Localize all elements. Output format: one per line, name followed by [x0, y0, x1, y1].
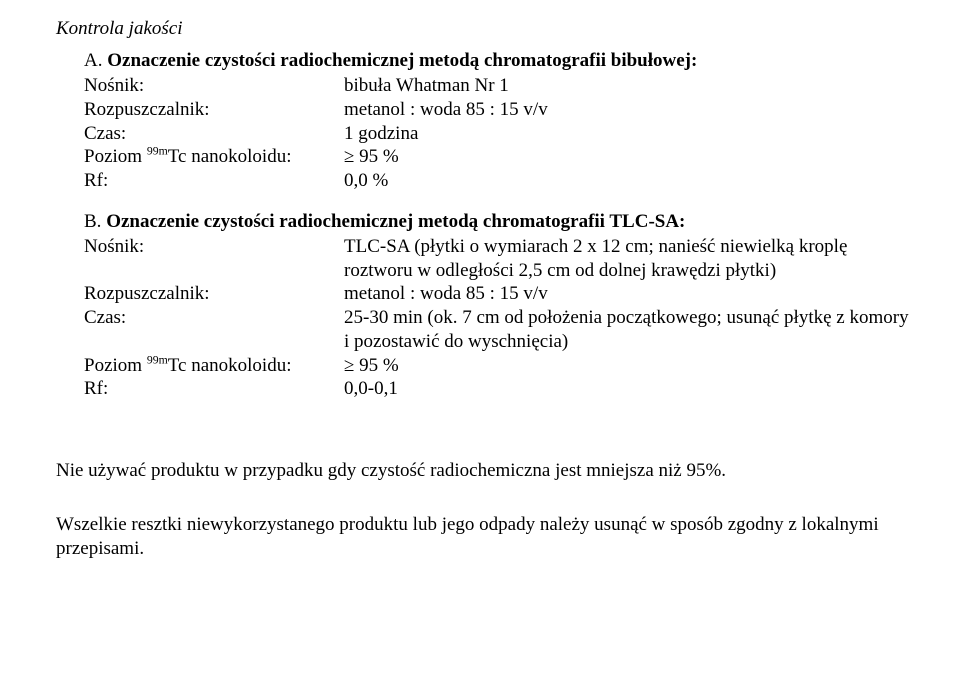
section-a-prefix: A. — [84, 50, 107, 71]
b-time-value: 25-30 min (ok. 7 cm od położenia początk… — [344, 306, 916, 354]
b-row-time: Czas: 25-30 min (ok. 7 cm od położenia p… — [84, 306, 916, 354]
section-b: B. Oznaczenie czystości radiochemicznej … — [84, 211, 916, 401]
page-title: Kontrola jakości — [56, 18, 916, 40]
a-row-solvent: Rozpuszczalnik: metanol : woda 85 : 15 v… — [84, 98, 916, 122]
b-level-sup: 99m — [147, 353, 168, 366]
a-carrier-label: Nośnik: — [84, 74, 344, 98]
b-level-post: Tc nanokoloidu: — [168, 355, 292, 376]
a-solvent-value: metanol : woda 85 : 15 v/v — [344, 98, 916, 122]
b-row-solvent: Rozpuszczalnik: metanol : woda 85 : 15 v… — [84, 282, 916, 306]
a-carrier-value: bibuła Whatman Nr 1 — [344, 74, 916, 98]
b-solvent-label: Rozpuszczalnik: — [84, 282, 344, 306]
section-b-prefix: B. — [84, 211, 106, 232]
section-b-heading: B. Oznaczenie czystości radiochemicznej … — [84, 211, 916, 233]
a-row-level: Poziom 99mTc nanokoloidu: ≥ 95 % — [84, 145, 916, 169]
b-rf-label: Rf: — [84, 377, 344, 401]
b-level-pre: Poziom — [84, 355, 147, 376]
b-row-carrier: Nośnik: TLC-SA (płytki o wymiarach 2 x 1… — [84, 235, 916, 283]
b-row-rf: Rf: 0,0-0,1 — [84, 377, 916, 401]
a-level-label: Poziom 99mTc nanokoloidu: — [84, 145, 344, 169]
a-row-rf: Rf: 0,0 % — [84, 169, 916, 193]
a-time-label: Czas: — [84, 122, 344, 146]
section-a: A. Oznaczenie czystości radiochemicznej … — [84, 50, 916, 193]
b-carrier-label: Nośnik: — [84, 235, 344, 283]
b-row-level: Poziom 99mTc nanokoloidu: ≥ 95 % — [84, 354, 916, 378]
b-level-value: ≥ 95 % — [344, 354, 916, 378]
section-a-title: Oznaczenie czystości radiochemicznej met… — [107, 50, 697, 71]
footer-para-2: Wszelkie resztki niewykorzystanego produ… — [56, 513, 916, 561]
b-time-label: Czas: — [84, 306, 344, 354]
b-solvent-value: metanol : woda 85 : 15 v/v — [344, 282, 916, 306]
b-rf-value: 0,0-0,1 — [344, 377, 916, 401]
a-rf-label: Rf: — [84, 169, 344, 193]
a-time-value: 1 godzina — [344, 122, 916, 146]
b-level-label: Poziom 99mTc nanokoloidu: — [84, 354, 344, 378]
a-level-value: ≥ 95 % — [344, 145, 916, 169]
a-solvent-label: Rozpuszczalnik: — [84, 98, 344, 122]
section-b-title: Oznaczenie czystości radiochemicznej met… — [106, 211, 685, 232]
b-carrier-value: TLC-SA (płytki o wymiarach 2 x 12 cm; na… — [344, 235, 916, 283]
a-level-pre: Poziom — [84, 146, 147, 167]
section-a-heading: A. Oznaczenie czystości radiochemicznej … — [84, 50, 916, 72]
a-level-post: Tc nanokoloidu: — [168, 146, 292, 167]
page: Kontrola jakości A. Oznaczenie czystości… — [0, 0, 960, 578]
a-rf-value: 0,0 % — [344, 169, 916, 193]
a-row-carrier: Nośnik: bibuła Whatman Nr 1 — [84, 74, 916, 98]
a-row-time: Czas: 1 godzina — [84, 122, 916, 146]
footer-para-1: Nie używać produktu w przypadku gdy czys… — [56, 459, 916, 483]
a-level-sup: 99m — [147, 145, 168, 158]
